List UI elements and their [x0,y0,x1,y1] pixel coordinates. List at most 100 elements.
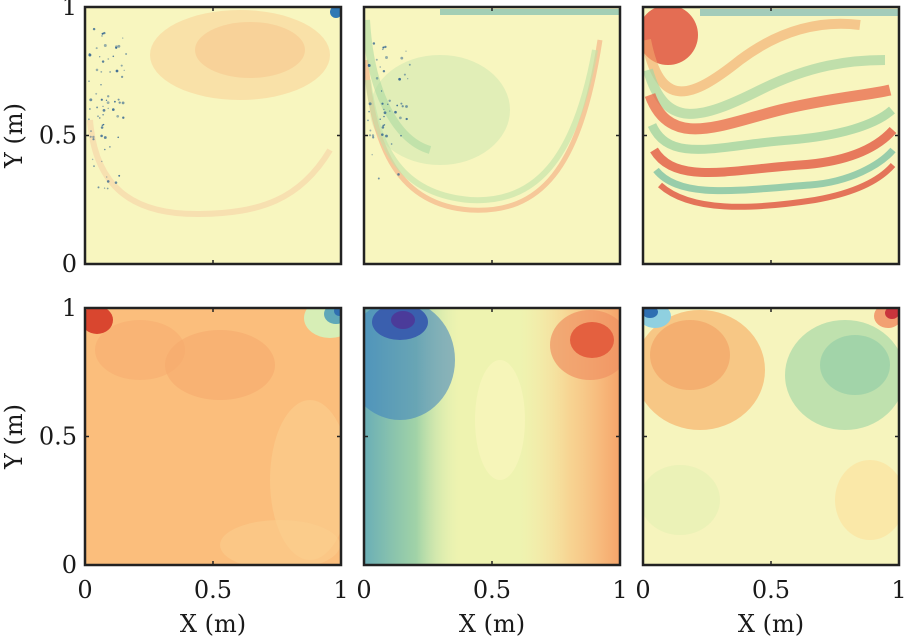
speck [380,90,383,92]
y-tick-label: 1 [62,294,77,322]
speck [122,37,124,39]
speck [390,143,393,145]
x-tick-label: 0 [356,576,371,604]
field-spot [391,311,415,329]
speck [95,68,99,72]
speck [383,111,387,115]
speck [381,102,384,105]
speck [95,47,98,50]
speck [367,64,371,67]
field-lobe [165,330,275,400]
speck [407,78,409,80]
x-tick-label: 0.5 [752,576,790,604]
y-tick-label: 0.5 [39,122,77,150]
speck [103,31,106,35]
speck [381,48,384,51]
speck [92,138,95,141]
field-arc [650,126,897,177]
speck [121,101,125,105]
speck [91,158,94,161]
speck [377,177,380,180]
speck [89,98,93,102]
field-lobe [475,360,525,480]
speck [379,118,381,121]
speck [95,92,98,95]
field-lobe [650,320,730,390]
x-axis-label: X (m) [738,610,804,638]
speck [117,136,120,139]
panel-r1c1 [83,5,343,266]
speck [375,77,379,80]
speck [371,134,375,137]
speck [371,153,373,156]
speck [97,115,99,118]
speck [90,130,92,133]
field-spot [643,308,658,318]
speck [107,95,110,98]
speck [368,134,372,137]
field-spot [330,7,341,18]
speck [381,133,384,136]
speck [375,58,378,61]
speck [111,108,115,111]
speck [89,135,92,138]
field-lobe [820,335,890,395]
speck [100,134,103,138]
speck [117,44,121,48]
speck [389,110,391,112]
speck [405,50,407,52]
speck [383,124,386,126]
speck [102,114,104,116]
speck [382,46,385,49]
x-axis-label: X (m) [459,610,525,638]
speck [382,124,385,127]
field-band [440,9,620,15]
speck [396,104,399,107]
speck [100,84,102,86]
speck-group [367,42,411,180]
speck [101,160,103,163]
speck [385,134,388,138]
panel-r2c1 [83,306,343,567]
speck [368,110,370,113]
field-arc [87,119,333,218]
speck [118,101,121,104]
field-lobe [195,22,305,78]
speck [117,98,120,101]
speck [388,99,391,103]
speck [394,110,397,114]
speck [118,174,121,177]
x-tick-label: 0.5 [473,576,511,604]
speck [399,116,402,120]
speck [99,117,101,119]
x-axis-label: X (m) [180,610,246,638]
field-arc [364,19,432,154]
y-axis-label: Y (m) [0,103,28,169]
speck [103,136,107,139]
speck [114,181,118,184]
speck [400,134,402,137]
speck [102,105,104,107]
field-lobe [270,400,341,560]
field-arc [653,147,896,195]
speck [372,42,376,45]
speck [123,69,125,71]
speck [400,56,404,60]
field-arc [644,84,892,135]
speck-group [88,27,128,190]
field-spot [885,308,899,319]
speck [115,46,118,49]
speck [99,56,101,58]
speck [105,99,108,101]
y-tick-label: 1 [62,0,77,21]
panel-r2c3 [641,306,901,567]
speck [383,115,385,118]
y-tick-label: 0 [62,551,77,579]
speck [107,58,110,60]
field-spot [334,308,341,316]
speck [400,102,403,105]
field-spot [85,308,113,334]
x-tick-label: 1 [891,576,904,604]
speck [106,180,110,183]
speck [89,108,91,110]
